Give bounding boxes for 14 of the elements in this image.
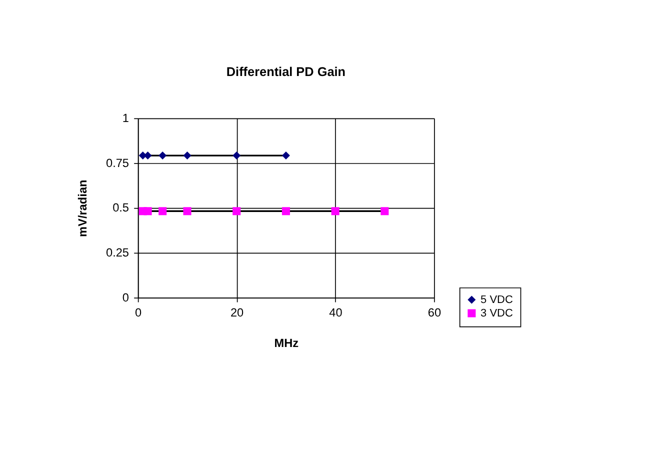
x-tick-label: 0	[135, 306, 142, 320]
x-tick-label: 40	[329, 306, 343, 320]
legend-label: 5 VDC	[480, 294, 513, 306]
chart-title: Differential PD Gain	[226, 64, 346, 79]
y-tick-label: 0.75	[106, 156, 130, 170]
y-tick-label: 1	[122, 111, 130, 126]
x-tick-label: 60	[428, 306, 442, 320]
y-tick-label: 0.25	[106, 246, 130, 260]
x-axis-title: MHz	[274, 336, 299, 350]
legend-label: 3 VDC	[480, 308, 513, 320]
y-axis-title: mV/radian	[76, 180, 90, 237]
y-tick-label: 0	[122, 290, 130, 304]
x-tick-label: 20	[230, 306, 244, 320]
y-tick-label: 0.5	[112, 200, 130, 215]
